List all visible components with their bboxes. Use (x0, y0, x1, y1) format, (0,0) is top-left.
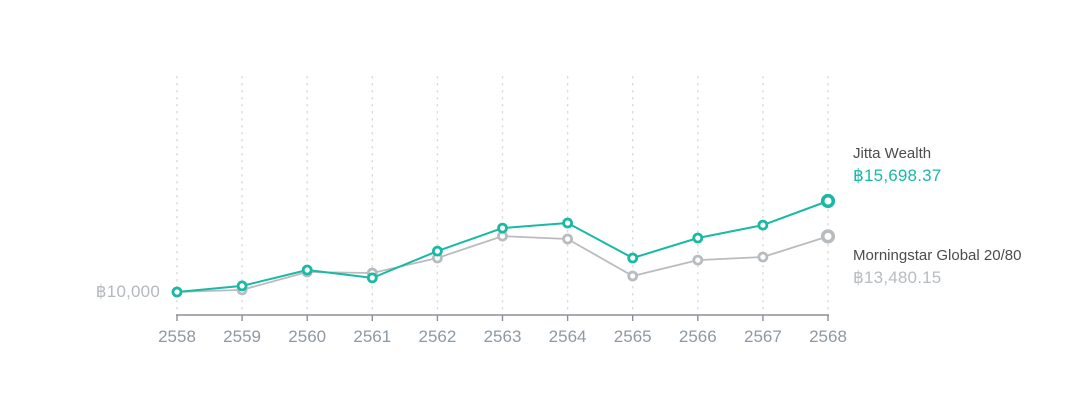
y-axis-baseline-label: ฿10,000 (95, 282, 160, 301)
x-axis-label: 2567 (744, 327, 782, 346)
data-point-marker[interactable] (757, 251, 769, 263)
legend-jitta-wealth-value: ฿15,698.37 (853, 166, 942, 185)
data-point-marker[interactable] (236, 280, 248, 292)
data-point-marker[interactable] (820, 229, 836, 244)
legend-jitta-wealth-name: Jitta Wealth (853, 145, 932, 162)
x-axis-label: 2560 (288, 327, 326, 346)
data-point-marker[interactable] (562, 217, 573, 229)
legend-morningstar-global: Morningstar Global 20/80 ฿13,480.15 (853, 246, 1021, 289)
x-axis-label: 2558 (158, 327, 196, 346)
data-point-marker[interactable] (562, 233, 573, 245)
legend-morningstar-global-value: ฿13,480.15 (853, 268, 942, 287)
x-axis-label: 2559 (223, 327, 261, 346)
series-line-jitta-wealth (176, 200, 829, 293)
x-axis-label: 2563 (484, 327, 522, 346)
data-point-marker[interactable] (692, 232, 704, 244)
x-axis-label: 2568 (809, 327, 847, 346)
data-point-marker[interactable] (627, 270, 639, 282)
data-point-marker[interactable] (366, 272, 378, 284)
data-point-marker[interactable] (497, 222, 508, 234)
legend-jitta-wealth: Jitta Wealth ฿15,698.37 (853, 144, 941, 187)
data-point-marker[interactable] (627, 252, 639, 264)
x-axis-label: 2561 (353, 327, 391, 346)
x-axis-label: 2566 (679, 327, 717, 346)
data-point-marker[interactable] (171, 286, 183, 298)
data-point-marker[interactable] (301, 264, 313, 276)
x-axis-label: 2562 (418, 327, 456, 346)
data-point-marker[interactable] (820, 193, 836, 209)
x-axis-label: 2564 (549, 327, 587, 346)
data-point-marker[interactable] (431, 245, 443, 257)
x-axis-label: 2565 (614, 327, 652, 346)
data-point-marker[interactable] (692, 254, 704, 266)
data-point-marker[interactable] (757, 219, 769, 231)
legend-morningstar-global-name: Morningstar Global 20/80 (853, 247, 1022, 264)
